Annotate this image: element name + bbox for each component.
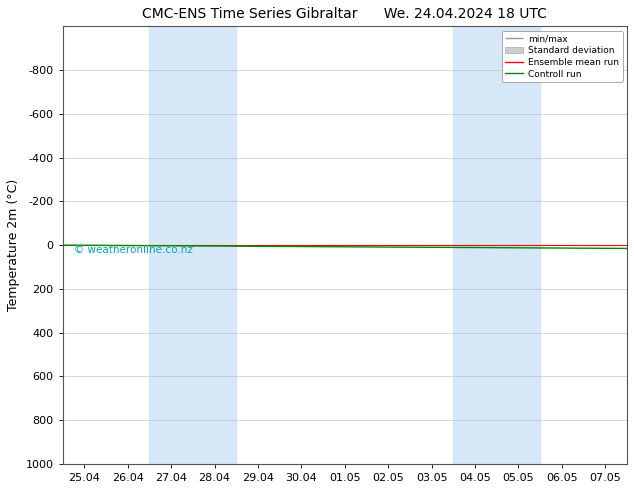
Legend: min/max, Standard deviation, Ensemble mean run, Controll run: min/max, Standard deviation, Ensemble me…: [501, 31, 623, 82]
Y-axis label: Temperature 2m (°C): Temperature 2m (°C): [7, 179, 20, 311]
Bar: [453, 26, 540, 464]
Bar: [150, 26, 236, 464]
Title: CMC-ENS Time Series Gibraltar      We. 24.04.2024 18 UTC: CMC-ENS Time Series Gibraltar We. 24.04.…: [143, 7, 547, 21]
Text: © weatheronline.co.nz: © weatheronline.co.nz: [74, 245, 193, 255]
